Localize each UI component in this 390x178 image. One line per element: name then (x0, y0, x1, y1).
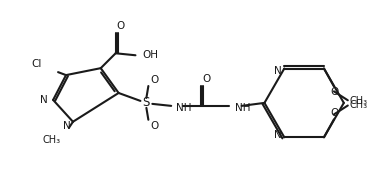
Text: CH₃: CH₃ (43, 135, 61, 145)
Text: N: N (273, 67, 281, 77)
Text: O: O (117, 22, 125, 32)
Text: NH: NH (235, 103, 250, 113)
Text: N: N (41, 95, 48, 105)
Text: OH: OH (142, 50, 158, 60)
Text: S: S (143, 96, 150, 109)
Text: O: O (331, 87, 339, 97)
Text: CH₃: CH₃ (350, 96, 368, 106)
Text: Cl: Cl (32, 59, 42, 69)
Text: N: N (63, 121, 71, 131)
Text: O: O (331, 108, 339, 118)
Text: O: O (151, 121, 159, 131)
Text: CH₃: CH₃ (350, 100, 368, 110)
Text: NH: NH (176, 103, 191, 113)
Text: N: N (273, 130, 281, 140)
Text: O: O (202, 74, 210, 84)
Text: O: O (151, 75, 159, 85)
